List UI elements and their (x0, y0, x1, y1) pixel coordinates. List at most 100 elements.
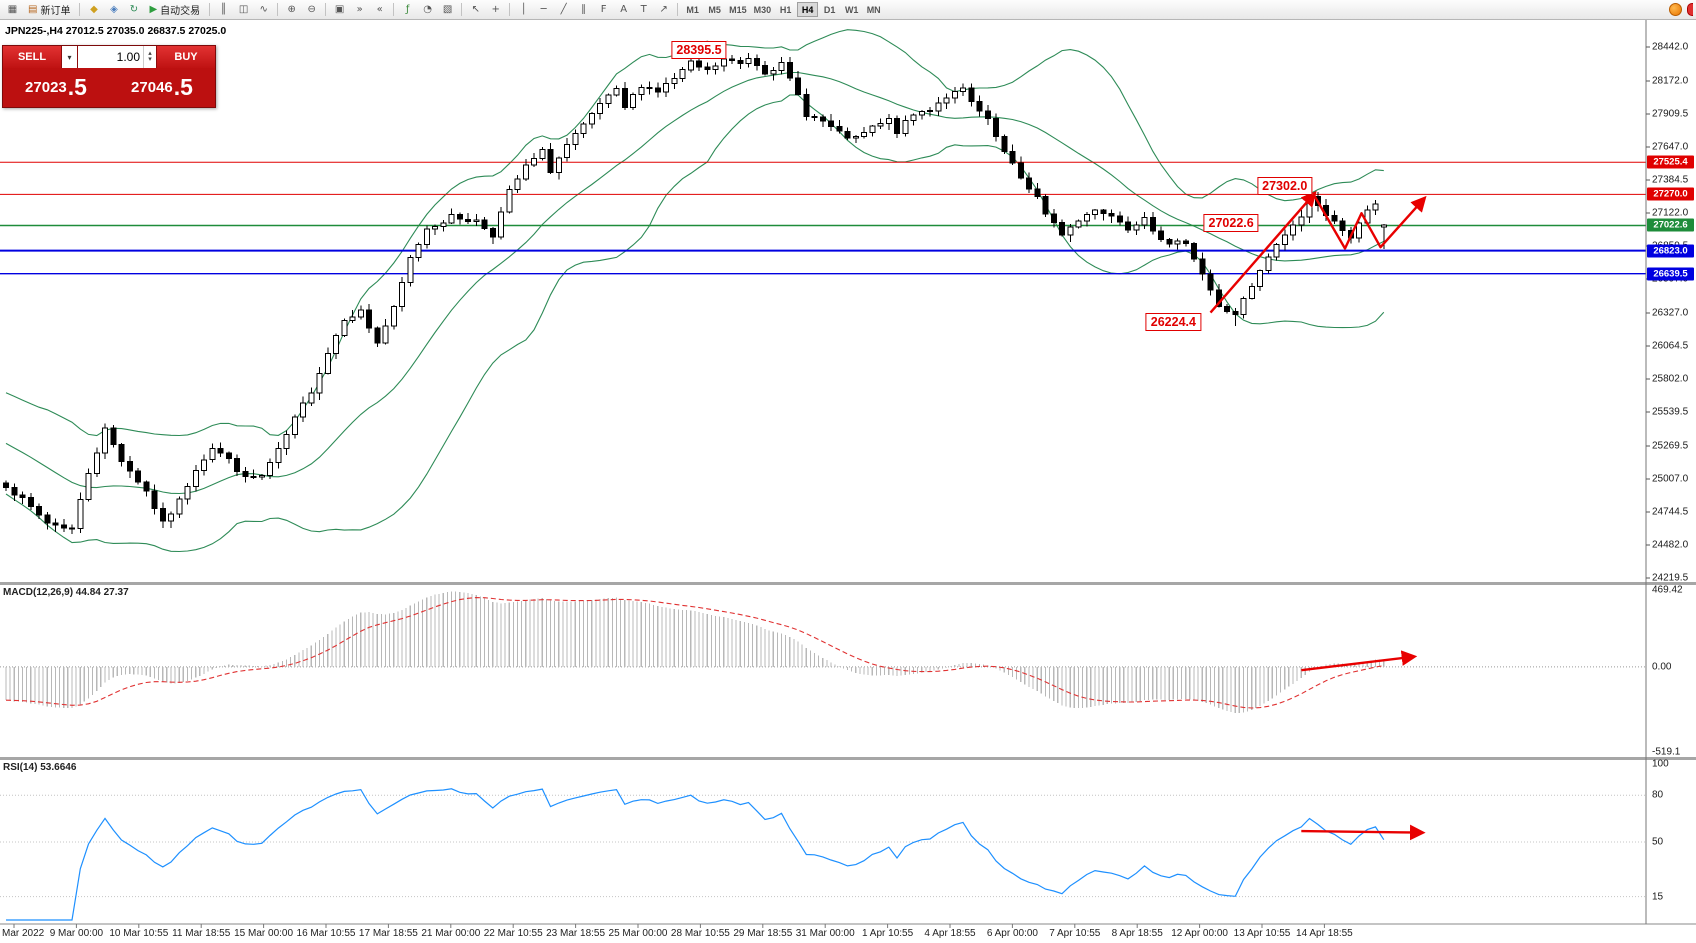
crosshair-icon: + (491, 3, 500, 15)
arrows-button[interactable]: ↗ (654, 2, 673, 18)
time-axis-label: 15 Mar 00:00 (234, 928, 294, 939)
macd-axis-label: 469.42 (1652, 584, 1683, 596)
autotrade-icon: ▶ (149, 3, 158, 15)
price-axis-label: 24219.5 (1652, 572, 1689, 584)
zoom-in-button[interactable]: ⊕ (282, 2, 301, 18)
sell-price-main: 27023 (25, 79, 67, 96)
bar-chart-icon: ║ (220, 3, 227, 15)
crosshair-button[interactable]: + (486, 2, 505, 18)
time-axis-label: 9 Mar 00:00 (49, 928, 104, 939)
buy-button[interactable]: BUY (157, 46, 215, 68)
new-order-button[interactable]: ▤ 新订单 (23, 2, 75, 18)
horizontal-line-button[interactable]: ─ (534, 2, 553, 18)
periods-button[interactable]: ◔ (418, 2, 437, 18)
candlestick-chart-icon: ◫ (238, 3, 249, 15)
indicators-button[interactable]: ƒ (398, 2, 417, 18)
horizontal-line-icon: ─ (540, 3, 547, 15)
arrows-icon: ↗ (659, 3, 668, 15)
alert-status-icon (1687, 3, 1693, 16)
text-icon: A (620, 3, 628, 15)
price-axis-label: 24744.5 (1652, 506, 1689, 518)
toolbar-separator (677, 3, 679, 16)
time-axis-label: 17 Mar 18:55 (358, 928, 418, 939)
price-axis-label: 25269.5 (1652, 440, 1689, 452)
price-tag: 26639.5 (1647, 267, 1694, 281)
price-axis-label: 28172.0 (1652, 75, 1689, 87)
timeframe-w1[interactable]: W1 (841, 2, 862, 17)
spin-up-icon[interactable]: ▴ (148, 50, 152, 57)
auto-scroll-button[interactable]: » (350, 2, 369, 18)
candlestick-chart-button[interactable]: ◫ (234, 2, 253, 18)
text-button[interactable]: A (614, 2, 633, 18)
macd-axis-label: -519.1 (1652, 746, 1681, 758)
new-order-button-label: 新订单 (40, 6, 71, 17)
price-axis[interactable] (1646, 19, 1696, 924)
trade-panel-controls: SELL ▾ 1.00 ▴ ▾ BUY (3, 46, 215, 68)
price-annotation[interactable]: 28395.5 (671, 40, 727, 59)
sell-price-button[interactable]: 27023.5 (3, 68, 109, 107)
connection-status-icon[interactable] (1669, 3, 1682, 16)
bar-chart-button[interactable]: ║ (214, 2, 233, 18)
zoom-out-button[interactable]: ⊖ (302, 2, 321, 18)
price-annotation[interactable]: 27302.0 (1257, 177, 1313, 196)
buy-price-frac: .5 (173, 74, 193, 100)
timeframe-d1[interactable]: D1 (819, 2, 840, 17)
templates-button[interactable]: ▧ (438, 2, 457, 18)
timeframe-h4[interactable]: H4 (797, 2, 819, 17)
time-axis-label: 23 Mar 18:55 (546, 928, 606, 939)
buy-price-button[interactable]: 27046.5 (109, 68, 215, 107)
price-axis-label: 25802.0 (1652, 373, 1689, 385)
timeframe-m15[interactable]: M15 (726, 2, 750, 17)
new-order-icon: ▤ (28, 3, 38, 15)
label-icon: T (640, 3, 647, 15)
price-annotation[interactable]: 26224.4 (1145, 313, 1201, 332)
price-tag: 27022.6 (1647, 218, 1694, 232)
cursor-button[interactable]: ↖ (466, 2, 485, 18)
sell-button[interactable]: SELL (3, 46, 61, 68)
channel-button[interactable]: ∥ (574, 2, 593, 18)
market-watch-button[interactable]: ◆ (84, 2, 103, 18)
trendline-button[interactable]: ╱ (554, 2, 573, 18)
timeframe-m30[interactable]: M30 (751, 2, 775, 17)
toolbar-separator (393, 3, 395, 16)
price-axis-label: 28442.0 (1652, 41, 1689, 53)
price-axis-label: 27909.5 (1652, 108, 1689, 120)
toolbar: ▦ ▤ 新订单 ◆ ◈ ↻ ▶ 自动交易 ║ ◫ ∿ ⊕ ⊖ ▣ » « ƒ ◔ ▧ ↖ + │ ─ ╱ ∥ F A T ↗ M1 M5 M1… (0, 0, 1696, 20)
autotrade-button-label: 自动交易 (160, 6, 201, 17)
timeframe-m1[interactable]: M1 (682, 2, 703, 17)
vertical-line-button[interactable]: │ (514, 2, 533, 18)
spin-down-icon[interactable]: ▾ (148, 56, 152, 63)
templates-icon: ▧ (442, 3, 453, 15)
label-button[interactable]: T (634, 2, 653, 18)
zoom-in-icon: ⊕ (287, 3, 296, 15)
price-tag: 26823.0 (1647, 244, 1694, 258)
rsi-indicator-label: RSI(14) 53.6646 (3, 762, 77, 773)
time-axis-label: 21 Mar 00:00 (421, 928, 481, 939)
macd-axis-label: 0.00 (1652, 661, 1672, 673)
timeframe-h1[interactable]: H1 (775, 2, 796, 17)
toolbar-separator (325, 3, 327, 16)
tile-windows-button[interactable]: ▣ (330, 2, 349, 18)
navigator-icon: ◈ (110, 3, 118, 15)
fibonacci-button[interactable]: F (594, 2, 613, 18)
order-options-dropdown[interactable]: ▾ (61, 46, 77, 68)
toolbar-separator (509, 3, 511, 16)
time-axis-label: 16 Mar 10:55 (296, 928, 356, 939)
timeframe-m5[interactable]: M5 (704, 2, 725, 17)
timeframe-mn[interactable]: MN (863, 2, 884, 17)
price-annotation[interactable]: 27022.6 (1203, 214, 1259, 233)
autotrade-button[interactable]: ▶ 自动交易 (144, 2, 205, 18)
navigator-button[interactable]: ◈ (104, 2, 123, 18)
line-chart-button[interactable]: ∿ (254, 2, 273, 18)
time-axis-label: 7 Apr 10:55 (1049, 928, 1101, 939)
refresh-button[interactable]: ↻ (124, 2, 143, 18)
price-axis-label: 27384.5 (1652, 174, 1689, 186)
time-axis-label: 8 Apr 18:55 (1111, 928, 1163, 939)
price-axis-label: 25007.0 (1652, 473, 1689, 485)
new-chart-button[interactable]: ▦ (3, 2, 22, 18)
volume-input[interactable]: 1.00 ▴ ▾ (77, 46, 157, 68)
toolbar-separator (277, 3, 279, 16)
volume-stepper[interactable]: ▴ ▾ (143, 46, 156, 68)
chart-shift-button[interactable]: « (370, 2, 389, 18)
